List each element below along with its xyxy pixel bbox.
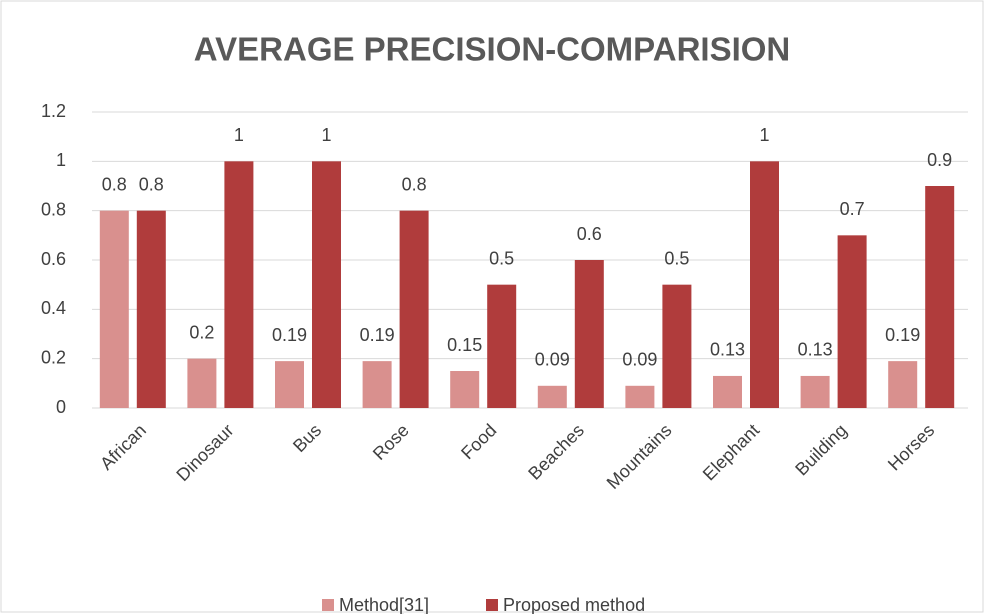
data-label: 0.8 <box>139 174 164 194</box>
data-label: 0.09 <box>622 350 657 370</box>
bar <box>574 260 604 408</box>
data-label: 0.9 <box>927 150 952 170</box>
data-label: 0.09 <box>535 350 570 370</box>
data-label: 1 <box>321 125 331 145</box>
data-label: 0.13 <box>798 340 833 360</box>
data-label: 0.13 <box>710 340 745 360</box>
bar <box>136 210 166 408</box>
bar <box>275 361 304 408</box>
legend-swatch <box>486 599 498 611</box>
data-label: 0.6 <box>577 224 602 244</box>
data-label: 0.19 <box>360 325 395 345</box>
bar <box>925 186 955 408</box>
data-label: 0.8 <box>402 174 427 194</box>
bar <box>837 235 867 408</box>
data-label: 0.19 <box>272 325 307 345</box>
legend-label: Proposed method <box>503 595 645 614</box>
y-tick-label: 0 <box>56 397 66 417</box>
bar <box>888 361 918 408</box>
y-tick-label: 1.2 <box>41 101 66 121</box>
y-tick-label: 1 <box>56 150 66 170</box>
bar <box>625 385 655 408</box>
bar <box>362 361 392 408</box>
data-label: 0.7 <box>840 199 865 219</box>
data-label: 0.8 <box>102 174 127 194</box>
bar <box>487 284 517 408</box>
data-label: 0.19 <box>885 325 920 345</box>
data-label: 0.5 <box>664 248 689 268</box>
bar <box>537 385 567 408</box>
y-tick-label: 0.2 <box>41 347 66 367</box>
data-label: 0.2 <box>189 322 214 342</box>
data-label: 0.5 <box>489 248 514 268</box>
data-label: 1 <box>234 125 244 145</box>
bar <box>713 375 742 408</box>
bar <box>224 161 254 408</box>
data-label: 0.15 <box>447 335 482 355</box>
bar <box>662 284 692 408</box>
bar <box>399 210 429 408</box>
bar <box>312 161 341 408</box>
bar <box>99 210 129 408</box>
legend-label: Method[31] <box>339 595 429 614</box>
bar <box>750 161 779 408</box>
chart-title: AVERAGE PRECISION-COMPARISION <box>194 31 791 68</box>
bar <box>187 358 217 408</box>
data-label: 1 <box>759 125 769 145</box>
legend-swatch <box>322 599 334 611</box>
bar <box>450 371 480 408</box>
y-tick-label: 0.6 <box>41 249 66 269</box>
bar <box>800 375 830 408</box>
y-tick-label: 0.8 <box>41 199 66 219</box>
y-tick-label: 0.4 <box>41 298 66 318</box>
